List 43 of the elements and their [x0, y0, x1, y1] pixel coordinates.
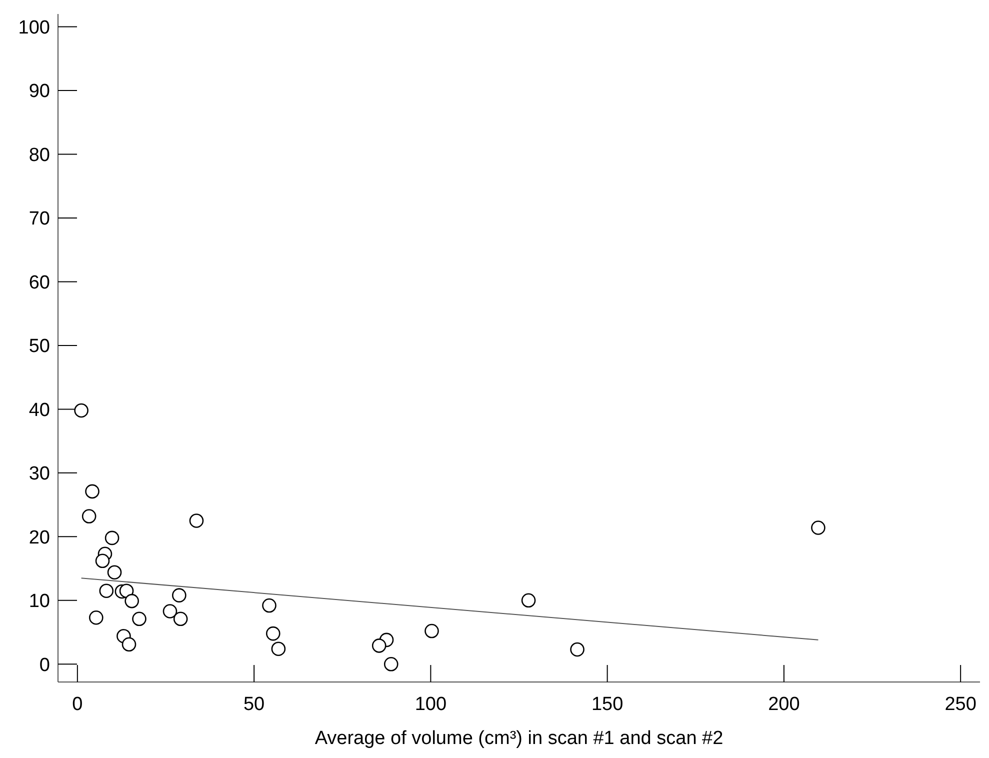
point: [271, 642, 286, 656]
point: [122, 637, 136, 652]
point: [95, 554, 110, 568]
point: [570, 642, 584, 657]
x-tick-label: 200: [768, 694, 800, 715]
point: [384, 657, 398, 672]
point: [82, 509, 96, 524]
y-tick-label: 0: [39, 654, 50, 676]
x-tick-label: 250: [944, 694, 976, 715]
point: [162, 604, 178, 618]
point: [521, 593, 536, 608]
y-tick-label: 80: [28, 144, 50, 166]
y-tick-label: 100: [18, 17, 50, 38]
point: [372, 638, 386, 653]
point: [74, 403, 88, 418]
point: [189, 514, 204, 528]
y-tick-label: 30: [28, 464, 50, 485]
point: [424, 624, 439, 638]
x-tick-label: 100: [414, 694, 447, 715]
point: [172, 588, 186, 602]
point: [262, 598, 276, 613]
x-tick-label: 150: [591, 694, 624, 715]
y-tick-label: 60: [28, 272, 50, 294]
point: [107, 565, 122, 580]
point: [132, 612, 146, 626]
point: [173, 612, 188, 626]
y-tick-label: 40: [28, 400, 50, 421]
point: [85, 484, 100, 499]
point: [266, 626, 280, 641]
y-tick-label: 20: [28, 527, 50, 548]
point: [104, 530, 120, 546]
y-tick-label: 50: [28, 336, 50, 358]
x-axis-title: Average of volume (cm³) in scan #1 and scan #2: [314, 728, 724, 749]
point: [99, 584, 114, 598]
y-tick-label: 70: [28, 208, 50, 230]
point: [119, 584, 134, 598]
y-tick-label: 10: [28, 591, 50, 612]
point: [89, 610, 104, 625]
x-tick-label: 0: [72, 694, 83, 715]
y-tick-label: 90: [28, 81, 50, 102]
point: [124, 594, 139, 608]
x-tick-label: 50: [243, 694, 265, 715]
point: [811, 520, 826, 535]
